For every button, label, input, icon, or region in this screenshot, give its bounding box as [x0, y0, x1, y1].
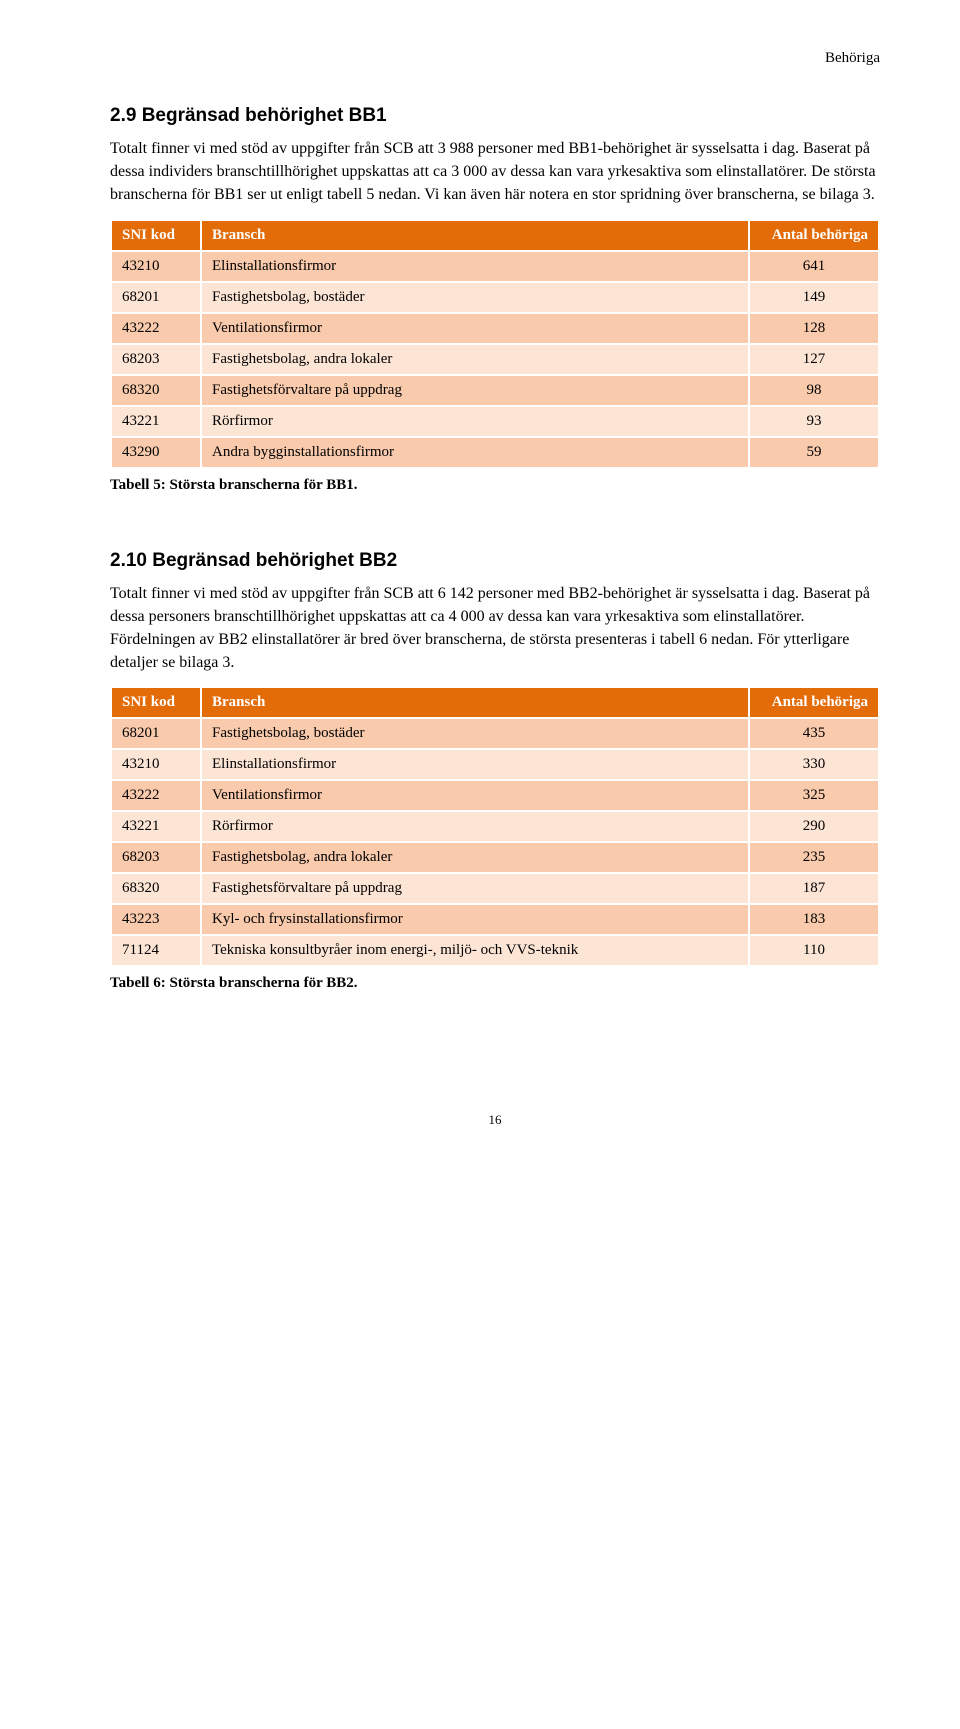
- section-paragraph-bb2: Totalt finner vi med stöd av uppgifter f…: [110, 582, 880, 675]
- table-row: 43223Kyl- och frysinstallationsfirmor183: [111, 904, 879, 935]
- table-row: 43290Andra bygginstallationsfirmor59: [111, 437, 879, 468]
- cell-bransch: Kyl- och frysinstallationsfirmor: [201, 904, 749, 935]
- cell-sni: 68320: [111, 375, 201, 406]
- cell-sni: 68201: [111, 282, 201, 313]
- cell-count: 641: [749, 251, 879, 282]
- cell-count: 183: [749, 904, 879, 935]
- cell-sni: 68320: [111, 873, 201, 904]
- table-row: 68203Fastighetsbolag, andra lokaler127: [111, 344, 879, 375]
- cell-count: 149: [749, 282, 879, 313]
- table-row: 68201Fastighetsbolag, bostäder435: [111, 718, 879, 749]
- cell-sni: 68203: [111, 344, 201, 375]
- cell-sni: 68203: [111, 842, 201, 873]
- cell-bransch: Elinstallationsfirmor: [201, 251, 749, 282]
- table-header-sni: SNI kod: [111, 687, 201, 718]
- cell-count: 330: [749, 749, 879, 780]
- cell-count: 325: [749, 780, 879, 811]
- table-caption-bb1: Tabell 5: Största branscherna för BB1.: [110, 477, 880, 494]
- table-row: 71124Tekniska konsultbyråer inom energi-…: [111, 935, 879, 966]
- cell-count: 435: [749, 718, 879, 749]
- table-bb1: SNI kod Bransch Antal behöriga 43210Elin…: [110, 219, 880, 469]
- table-caption-bb2: Tabell 6: Största branscherna för BB2.: [110, 975, 880, 992]
- page-number: 16: [110, 1112, 880, 1128]
- cell-sni: 43210: [111, 251, 201, 282]
- cell-bransch: Fastighetsförvaltare på uppdrag: [201, 873, 749, 904]
- cell-sni: 43221: [111, 406, 201, 437]
- table-header-sni: SNI kod: [111, 220, 201, 251]
- table-row: 43210Elinstallationsfirmor330: [111, 749, 879, 780]
- cell-count: 59: [749, 437, 879, 468]
- cell-count: 128: [749, 313, 879, 344]
- cell-bransch: Andra bygginstallationsfirmor: [201, 437, 749, 468]
- table-row: 43210Elinstallationsfirmor641: [111, 251, 879, 282]
- table-header-row: SNI kod Bransch Antal behöriga: [111, 220, 879, 251]
- table-body-bb1: 43210Elinstallationsfirmor64168201Fastig…: [111, 251, 879, 468]
- cell-count: 235: [749, 842, 879, 873]
- cell-sni: 43222: [111, 780, 201, 811]
- table-row: 43222Ventilationsfirmor128: [111, 313, 879, 344]
- cell-sni: 68201: [111, 718, 201, 749]
- cell-sni: 43221: [111, 811, 201, 842]
- table-bb2: SNI kod Bransch Antal behöriga 68201Fast…: [110, 686, 880, 967]
- cell-bransch: Ventilationsfirmor: [201, 780, 749, 811]
- cell-count: 127: [749, 344, 879, 375]
- table-row: 68201Fastighetsbolag, bostäder149: [111, 282, 879, 313]
- cell-bransch: Fastighetsbolag, andra lokaler: [201, 842, 749, 873]
- table-header-count: Antal behöriga: [749, 220, 879, 251]
- section-paragraph-bb1: Totalt finner vi med stöd av uppgifter f…: [110, 137, 880, 207]
- cell-sni: 43210: [111, 749, 201, 780]
- cell-bransch: Rörfirmor: [201, 811, 749, 842]
- cell-sni: 43222: [111, 313, 201, 344]
- table-row: 43222Ventilationsfirmor325: [111, 780, 879, 811]
- table-row: 68320Fastighetsförvaltare på uppdrag187: [111, 873, 879, 904]
- cell-count: 290: [749, 811, 879, 842]
- table-row: 68320Fastighetsförvaltare på uppdrag98: [111, 375, 879, 406]
- cell-sni: 43223: [111, 904, 201, 935]
- cell-bransch: Ventilationsfirmor: [201, 313, 749, 344]
- table-header-bransch: Bransch: [201, 220, 749, 251]
- table-header-row: SNI kod Bransch Antal behöriga: [111, 687, 879, 718]
- cell-count: 98: [749, 375, 879, 406]
- cell-bransch: Fastighetsbolag, bostäder: [201, 718, 749, 749]
- cell-count: 187: [749, 873, 879, 904]
- cell-bransch: Fastighetsbolag, bostäder: [201, 282, 749, 313]
- cell-count: 93: [749, 406, 879, 437]
- cell-bransch: Elinstallationsfirmor: [201, 749, 749, 780]
- cell-sni: 43290: [111, 437, 201, 468]
- section-heading-bb1: 2.9 Begränsad behörighet BB1: [110, 105, 880, 127]
- cell-bransch: Rörfirmor: [201, 406, 749, 437]
- cell-bransch: Tekniska konsultbyråer inom energi-, mil…: [201, 935, 749, 966]
- table-header-bransch: Bransch: [201, 687, 749, 718]
- cell-sni: 71124: [111, 935, 201, 966]
- page-header-label: Behöriga: [110, 50, 880, 67]
- table-header-count: Antal behöriga: [749, 687, 879, 718]
- cell-bransch: Fastighetsbolag, andra lokaler: [201, 344, 749, 375]
- table-body-bb2: 68201Fastighetsbolag, bostäder43543210El…: [111, 718, 879, 966]
- cell-bransch: Fastighetsförvaltare på uppdrag: [201, 375, 749, 406]
- table-row: 43221Rörfirmor290: [111, 811, 879, 842]
- table-row: 43221Rörfirmor93: [111, 406, 879, 437]
- section-heading-bb2: 2.10 Begränsad behörighet BB2: [110, 550, 880, 572]
- table-row: 68203Fastighetsbolag, andra lokaler235: [111, 842, 879, 873]
- cell-count: 110: [749, 935, 879, 966]
